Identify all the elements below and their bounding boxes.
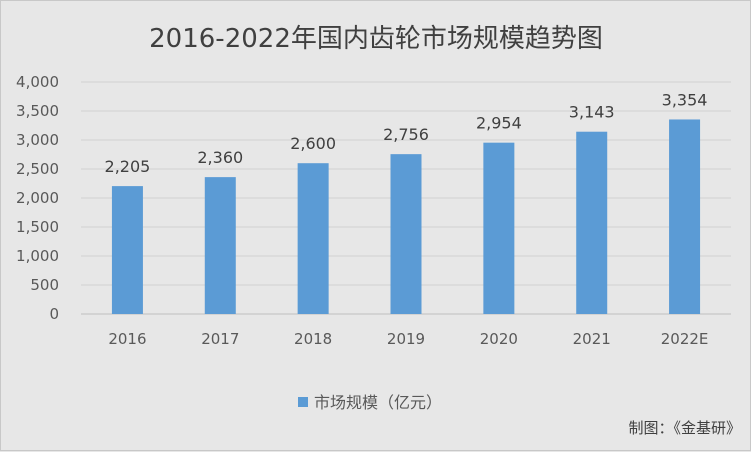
x-tick-label: 2022E bbox=[661, 330, 709, 348]
bar bbox=[297, 163, 329, 314]
y-tick-label: 3,500 bbox=[16, 102, 59, 120]
data-label: 2,954 bbox=[476, 114, 522, 133]
bar bbox=[483, 142, 515, 314]
bar bbox=[390, 154, 422, 314]
x-tick-label: 2018 bbox=[294, 330, 332, 348]
chart-title: 2016-2022年国内齿轮市场规模趋势图 bbox=[149, 24, 603, 54]
legend: 市场规模（亿元） bbox=[298, 393, 442, 412]
x-tick-label: 2020 bbox=[480, 330, 518, 348]
y-axis: 0 500 1,000 1,500 2,000 2,500 3,000 3,500 4,000 bbox=[16, 73, 59, 323]
y-tick-label: 2,000 bbox=[16, 189, 59, 207]
bar bbox=[669, 119, 701, 314]
data-label: 2,205 bbox=[105, 157, 151, 176]
x-tick-label: 2016 bbox=[108, 330, 146, 348]
data-label: 3,354 bbox=[662, 90, 708, 109]
data-label: 2,600 bbox=[290, 134, 336, 153]
y-tick-label: 3,000 bbox=[16, 131, 59, 149]
x-tick-label: 2021 bbox=[573, 330, 611, 348]
bar bbox=[204, 177, 236, 314]
x-axis: 2016 2017 2018 2019 2020 2021 2022E bbox=[108, 330, 708, 348]
y-tick-label: 1,000 bbox=[16, 247, 59, 265]
legend-swatch bbox=[298, 397, 308, 407]
chart-credit: 制图：《金基研》 bbox=[628, 419, 741, 437]
data-label: 2,756 bbox=[383, 125, 429, 144]
data-label: 2,360 bbox=[197, 148, 243, 167]
y-tick-label: 2,500 bbox=[16, 160, 59, 178]
y-tick-label: 500 bbox=[30, 276, 59, 294]
y-tick-label: 4,000 bbox=[16, 73, 59, 91]
y-tick-label: 0 bbox=[49, 305, 59, 323]
bar bbox=[576, 131, 608, 314]
bar bbox=[111, 186, 143, 314]
bars bbox=[111, 119, 701, 314]
x-tick-label: 2017 bbox=[201, 330, 239, 348]
x-tick-label: 2019 bbox=[387, 330, 425, 348]
legend-label: 市场规模（亿元） bbox=[314, 393, 442, 412]
data-label: 3,143 bbox=[569, 103, 615, 122]
y-tick-label: 1,500 bbox=[16, 218, 59, 236]
data-labels: 2,205 2,360 2,600 2,756 2,954 3,143 3,354 bbox=[105, 90, 708, 176]
